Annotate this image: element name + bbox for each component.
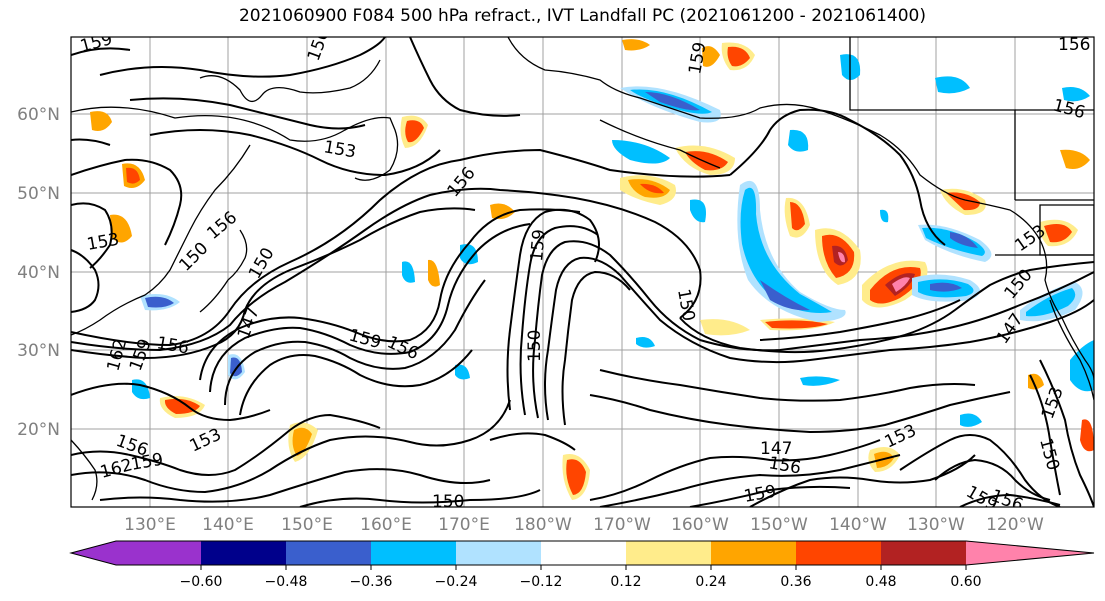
colorbar-tick-labels: −0.60 −0.48 −0.36 −0.24 −0.12 0.12 0.24 … [180, 565, 982, 590]
lat-label: 60°N [17, 105, 60, 125]
colorbar-bin [456, 541, 541, 565]
colorbar-max-extension [966, 541, 1094, 565]
colorbar-tick: −0.24 [435, 574, 478, 590]
height-contours [71, 37, 1094, 507]
lon-label: 150°W [750, 515, 808, 535]
contour-label: 150 [432, 492, 464, 512]
lon-label: 150°E [281, 515, 333, 535]
colorbar-bin [371, 541, 456, 565]
colorbar-bin [116, 541, 201, 565]
map-frame [70, 36, 1095, 508]
colorbar-min-extension [71, 541, 116, 565]
lon-label: 140°E [202, 515, 254, 535]
latitude-labels: 60°N 50°N 40°N 30°N 20°N [17, 105, 60, 440]
colorbar-tick: 0.12 [610, 574, 641, 590]
colorbar-tick: 0.48 [865, 574, 896, 590]
colorbar-tick: 0.36 [780, 574, 811, 590]
longitude-labels: 130°E 140°E 150°E 160°E 170°E 180°W 170°… [124, 515, 1044, 535]
lat-label: 30°N [17, 341, 60, 361]
colorbar-bin [286, 541, 371, 565]
lat-label: 50°N [17, 184, 60, 204]
contour-label: 147 [760, 439, 792, 459]
lon-label: 160°E [360, 515, 412, 535]
lat-label: 20°N [17, 420, 60, 440]
colorbar-tick: −0.48 [265, 574, 308, 590]
contour-label: 159 [527, 228, 550, 262]
lon-label: 130°W [907, 515, 965, 535]
colorbar-bin [541, 541, 626, 565]
colorbar-bin [881, 541, 966, 565]
lon-label: 140°W [829, 515, 887, 535]
contour-label: 156 [1058, 35, 1090, 55]
colorbar-bin [201, 541, 286, 565]
lat-label: 40°N [17, 263, 60, 283]
colorbar-tick: −0.60 [180, 574, 223, 590]
lon-label: 120°W [986, 515, 1044, 535]
lon-label: 170°W [593, 515, 651, 535]
colorbar-bin [626, 541, 711, 565]
colorbar-tick: −0.36 [350, 574, 393, 590]
colorbar-tick: −0.12 [520, 574, 563, 590]
colorbar-bin [796, 541, 881, 565]
coastlines [71, 37, 1094, 501]
colorbar [69, 540, 1095, 566]
lon-label: 180°W [514, 515, 572, 535]
colorbar-bin [711, 541, 796, 565]
contour-label: 150 [525, 330, 545, 362]
map-title: 2021060900 F084 500 hPa refract., IVT La… [238, 6, 926, 26]
lon-label: 130°E [124, 515, 176, 535]
lon-label: 160°W [671, 515, 729, 535]
colorbar-tick: 0.60 [950, 574, 981, 590]
lon-label: 170°E [438, 515, 490, 535]
colorbar-tick: 0.24 [695, 574, 726, 590]
